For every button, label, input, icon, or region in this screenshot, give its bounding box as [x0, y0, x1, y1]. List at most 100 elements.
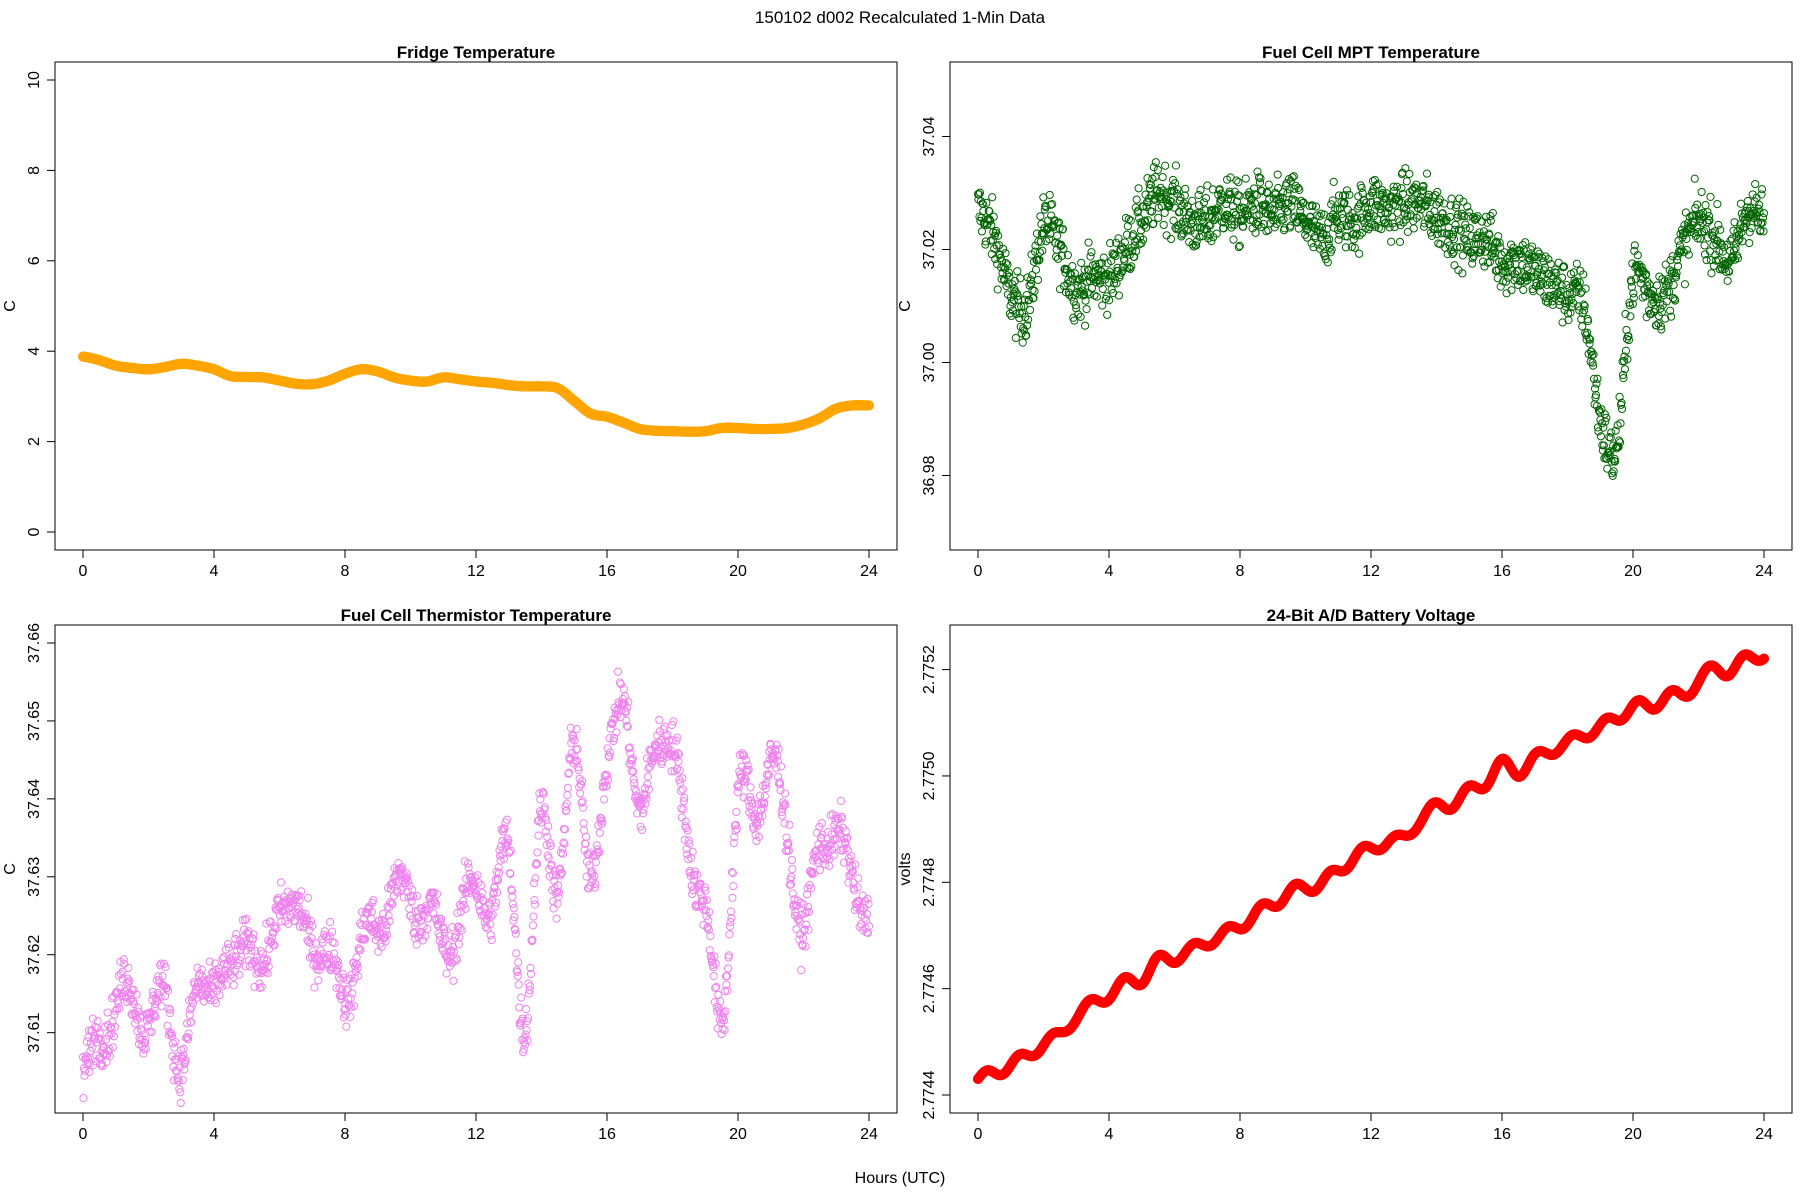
data-point — [552, 914, 561, 923]
data-point — [1201, 193, 1211, 203]
data-point — [683, 826, 692, 835]
data-point — [732, 807, 741, 816]
data-point — [653, 731, 662, 740]
data-point — [1038, 246, 1047, 255]
data-point — [776, 762, 786, 771]
data-point — [1084, 238, 1093, 247]
data-point — [1080, 321, 1090, 330]
data-point — [1241, 174, 1250, 183]
data-point — [678, 785, 687, 794]
data-point — [325, 917, 335, 927]
data-point — [502, 815, 512, 824]
data-point — [1229, 235, 1238, 244]
data-point — [1045, 190, 1054, 200]
y-tick-label: 2 — [26, 437, 43, 446]
data-point — [229, 981, 238, 990]
data-point — [1033, 275, 1043, 285]
panel-title: Fuel Cell MPT Temperature — [1262, 43, 1480, 62]
data-point — [1013, 267, 1022, 276]
data-point — [1572, 259, 1581, 268]
x-tick-label: 4 — [1105, 563, 1114, 580]
x-tick-label: 16 — [1493, 563, 1511, 580]
data-point — [1759, 209, 1769, 218]
data-point — [1154, 213, 1163, 222]
data-point — [522, 1026, 531, 1035]
x-tick-label: 24 — [1755, 563, 1773, 580]
y-tick-label: 37.64 — [26, 779, 43, 819]
data-point — [1169, 216, 1178, 225]
data-point — [797, 966, 806, 975]
x-tick-label: 20 — [729, 563, 747, 580]
x-tick-label: 8 — [341, 1126, 350, 1143]
data-point — [1082, 304, 1091, 314]
panel-title: 24-Bit A/D Battery Voltage — [1267, 606, 1476, 625]
data-point — [103, 1008, 112, 1017]
data-point — [342, 1022, 351, 1031]
y-tick-label: 36.98 — [921, 455, 938, 495]
data-point — [1669, 280, 1678, 290]
x-tick-label: 16 — [598, 1126, 616, 1143]
data-point — [792, 925, 801, 934]
data-point — [677, 813, 686, 822]
y-axis-label: C — [2, 300, 19, 312]
data-point — [1713, 200, 1722, 209]
data-point — [327, 927, 337, 936]
data-point — [529, 912, 538, 921]
x-tick-label: 24 — [1755, 1126, 1773, 1143]
x-tick-label: 24 — [860, 563, 878, 580]
x-tick-label: 0 — [79, 563, 88, 580]
data-point — [579, 819, 588, 828]
data-point — [1052, 231, 1062, 240]
y-tick-label: 0 — [26, 527, 43, 536]
data-point — [276, 878, 286, 887]
x-tick-label: 0 — [974, 563, 983, 580]
x-tick-label: 12 — [467, 563, 485, 580]
data-point — [1697, 187, 1706, 197]
data-point — [760, 792, 769, 801]
data-point — [1158, 172, 1167, 182]
y-tick-label: 6 — [26, 256, 43, 265]
data-point — [530, 900, 540, 909]
data-point — [787, 855, 796, 865]
y-tick-label: 37.63 — [26, 857, 43, 897]
data-point — [1707, 269, 1716, 278]
data-point — [774, 772, 783, 781]
data-point — [785, 820, 794, 829]
data-point — [788, 864, 797, 874]
data-point — [374, 947, 383, 956]
data-point — [729, 882, 738, 891]
data-point — [1519, 285, 1528, 295]
data-point — [1134, 184, 1143, 193]
data-point — [780, 819, 789, 828]
data-point — [494, 868, 504, 877]
data-point — [1609, 467, 1618, 476]
x-tick-label: 8 — [1236, 563, 1245, 580]
data-point — [787, 872, 796, 882]
data-point — [660, 722, 669, 731]
x-tick-label: 0 — [974, 1126, 983, 1143]
data-point — [723, 964, 733, 973]
data-point — [600, 795, 609, 804]
data-point — [1264, 180, 1273, 189]
data-point — [581, 832, 591, 841]
data-point — [79, 1094, 88, 1103]
data-point — [1714, 220, 1723, 230]
data-point — [1199, 218, 1208, 227]
plot-frame — [949, 61, 1793, 551]
x-tick-label: 12 — [467, 1126, 485, 1143]
data-point — [1723, 276, 1732, 286]
data-point — [533, 848, 542, 857]
data-point — [1422, 169, 1432, 178]
y-tick-label: 2.7752 — [921, 645, 938, 694]
x-tick-label: 4 — [210, 563, 219, 580]
data-point — [1652, 281, 1662, 290]
x-tick-label: 20 — [729, 1126, 747, 1143]
data-point — [1745, 238, 1754, 248]
data-point — [515, 1003, 524, 1012]
y-tick-label: 37.02 — [921, 229, 938, 269]
data-point — [1607, 428, 1616, 437]
